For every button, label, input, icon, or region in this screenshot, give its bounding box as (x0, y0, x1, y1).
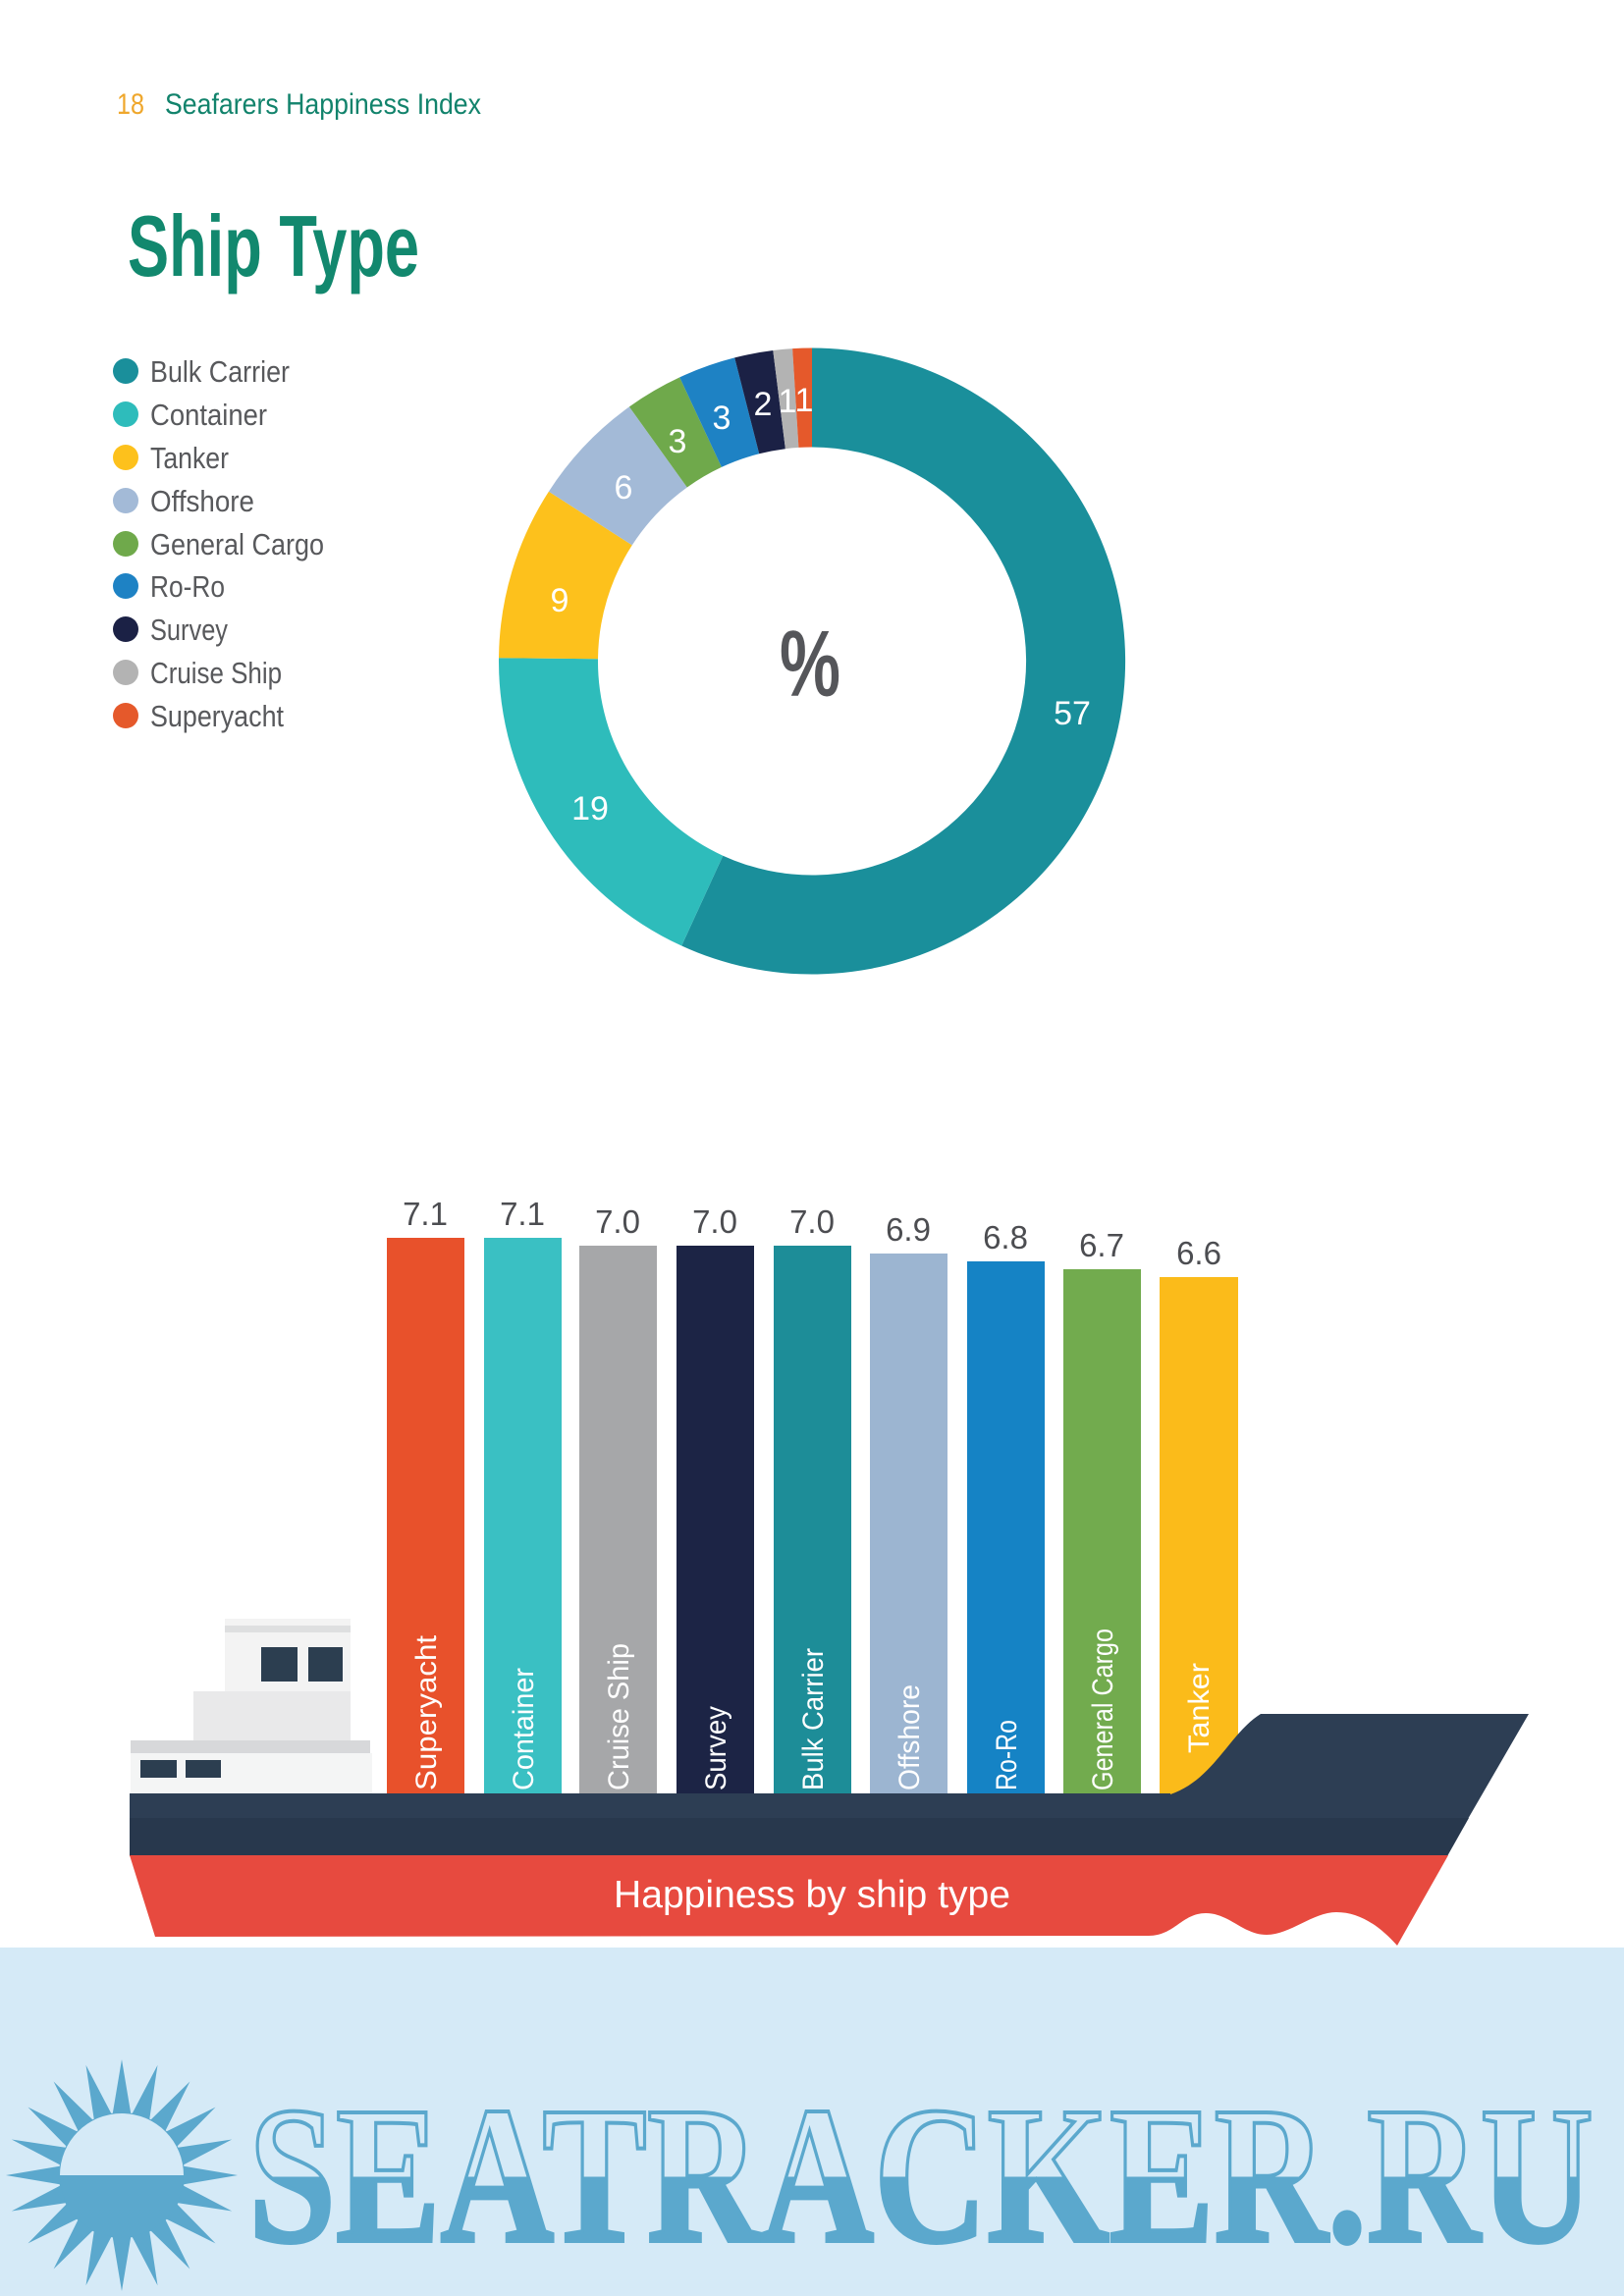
svg-text:Happiness by ship type: Happiness by ship type (614, 1874, 1010, 1916)
svg-text:Ro-Ro: Ro-Ro (150, 569, 225, 604)
svg-text:7.1: 7.1 (500, 1196, 545, 1232)
svg-text:Bulk Carrier: Bulk Carrier (150, 354, 290, 389)
svg-text:Tanker: Tanker (150, 441, 229, 475)
svg-text:7.0: 7.0 (692, 1203, 737, 1240)
svg-text:6.9: 6.9 (886, 1211, 931, 1248)
svg-text:3: 3 (669, 423, 687, 460)
svg-text:Offshore: Offshore (893, 1684, 926, 1790)
svg-text:Cruise Ship: Cruise Ship (150, 656, 282, 690)
svg-text:2: 2 (754, 386, 773, 423)
svg-text:Offshore: Offshore (150, 484, 254, 518)
svg-text:18: 18 (117, 88, 144, 121)
svg-text:Survey: Survey (700, 1706, 732, 1790)
svg-text:SEATRACKER.RU: SEATRACKER.RU (248, 2067, 1594, 2284)
svg-text:6: 6 (615, 469, 633, 507)
svg-text:57: 57 (1054, 695, 1091, 732)
svg-text:Superyacht: Superyacht (410, 1634, 443, 1790)
svg-text:General Cargo: General Cargo (1087, 1629, 1119, 1790)
svg-text:Container: Container (508, 1668, 540, 1790)
svg-text:Container: Container (150, 398, 267, 432)
svg-text:6.7: 6.7 (1079, 1227, 1124, 1263)
svg-text:6.6: 6.6 (1176, 1235, 1221, 1271)
svg-text:Survey: Survey (150, 613, 228, 647)
svg-text:1: 1 (795, 382, 814, 419)
svg-text:Cruise Ship: Cruise Ship (603, 1643, 635, 1790)
svg-text:Bulk Carrier: Bulk Carrier (797, 1648, 830, 1790)
svg-text:7.0: 7.0 (789, 1203, 835, 1240)
svg-text:9: 9 (551, 582, 569, 619)
svg-text:Ro-Ro: Ro-Ro (991, 1720, 1023, 1790)
svg-text:7.1: 7.1 (403, 1196, 448, 1232)
svg-text:Tanker: Tanker (1183, 1663, 1216, 1753)
svg-text:7.0: 7.0 (595, 1203, 640, 1240)
svg-text:3: 3 (713, 400, 731, 437)
svg-text:6.8: 6.8 (983, 1219, 1028, 1255)
svg-text:1: 1 (779, 383, 797, 420)
svg-text:%: % (780, 612, 840, 717)
svg-text:General Cargo: General Cargo (150, 527, 324, 561)
svg-text:Ship Type: Ship Type (128, 197, 419, 294)
svg-text:Superyacht: Superyacht (150, 699, 284, 733)
svg-text:Seafarers Happiness Index: Seafarers Happiness Index (165, 88, 481, 121)
svg-text:19: 19 (571, 790, 609, 828)
